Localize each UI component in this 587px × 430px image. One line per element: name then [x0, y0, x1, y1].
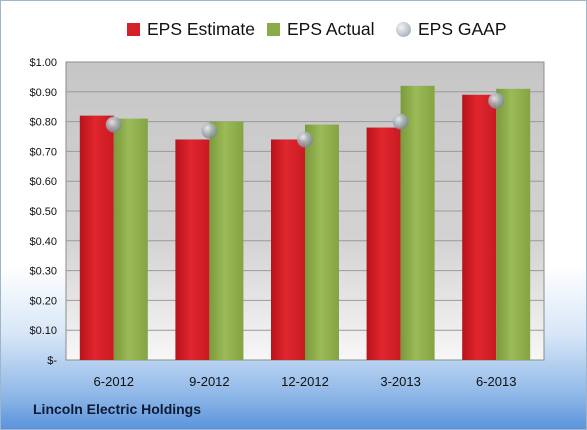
legend-item-eps-estimate: EPS Estimate — [127, 14, 255, 44]
y-axis-ticks: $- $0.10 $0.20 $0.30 $0.40 $0.50 $0.60 $0.70 $0.… — [29, 57, 57, 367]
marker-eps-gaap — [297, 131, 313, 148]
legend: EPS Estimate EPS Actual EPS GAAP — [0, 14, 587, 44]
x-tick-label: 6-2013 — [476, 374, 516, 389]
bar-eps-actual — [209, 121, 244, 360]
company-name: Lincoln Electric Holdings — [33, 401, 202, 417]
bar-eps-actual — [496, 88, 531, 360]
bar-eps-actual — [113, 118, 148, 361]
bar-eps-estimate — [175, 139, 210, 360]
x-tick-label: 12-2012 — [281, 374, 329, 389]
y-tick-label: $0.80 — [29, 117, 57, 129]
y-tick-label: $- — [47, 355, 57, 367]
legend-item-eps-actual: EPS Actual — [267, 14, 375, 44]
y-tick-label: $0.40 — [29, 236, 57, 248]
legend-swatch-eps-estimate — [127, 22, 140, 36]
legend-label-eps-actual: EPS Actual — [287, 18, 375, 39]
legend-item-eps-gaap: EPS GAAP — [396, 14, 507, 44]
legend-swatch-eps-actual — [267, 22, 280, 36]
bar-eps-estimate — [366, 127, 401, 360]
marker-eps-gaap — [105, 116, 122, 133]
y-tick-label: $0.20 — [29, 295, 57, 307]
bar-eps-estimate — [462, 94, 497, 360]
bar-eps-estimate — [79, 115, 114, 360]
bar-eps-actual — [400, 85, 435, 360]
x-tick-label: 6-2012 — [94, 374, 134, 389]
marker-eps-gaap — [201, 122, 218, 139]
bar-eps-actual — [305, 124, 339, 360]
y-tick-label: $1.00 — [29, 57, 57, 69]
y-tick-label: $0.30 — [29, 266, 57, 278]
x-axis-ticks: 6-2012 9-2012 12-2012 3-2013 6-2013 — [94, 374, 517, 389]
x-tick-label: 3-2013 — [380, 374, 420, 389]
legend-marker-eps-gaap — [396, 21, 411, 37]
bars — [79, 85, 531, 361]
bar-eps-estimate — [271, 139, 305, 360]
x-tick-label: 9-2012 — [189, 374, 229, 389]
marker-eps-gaap — [488, 92, 505, 109]
legend-label-eps-estimate: EPS Estimate — [147, 18, 255, 39]
y-tick-label: $0.50 — [29, 206, 57, 218]
legend-label-eps-gaap: EPS GAAP — [418, 18, 507, 39]
y-tick-label: $0.90 — [29, 87, 57, 99]
marker-eps-gaap — [392, 113, 409, 130]
y-tick-label: $0.60 — [29, 176, 57, 188]
gaap-markers — [105, 92, 505, 148]
y-tick-label: $0.70 — [29, 146, 57, 158]
y-tick-label: $0.10 — [29, 325, 57, 337]
